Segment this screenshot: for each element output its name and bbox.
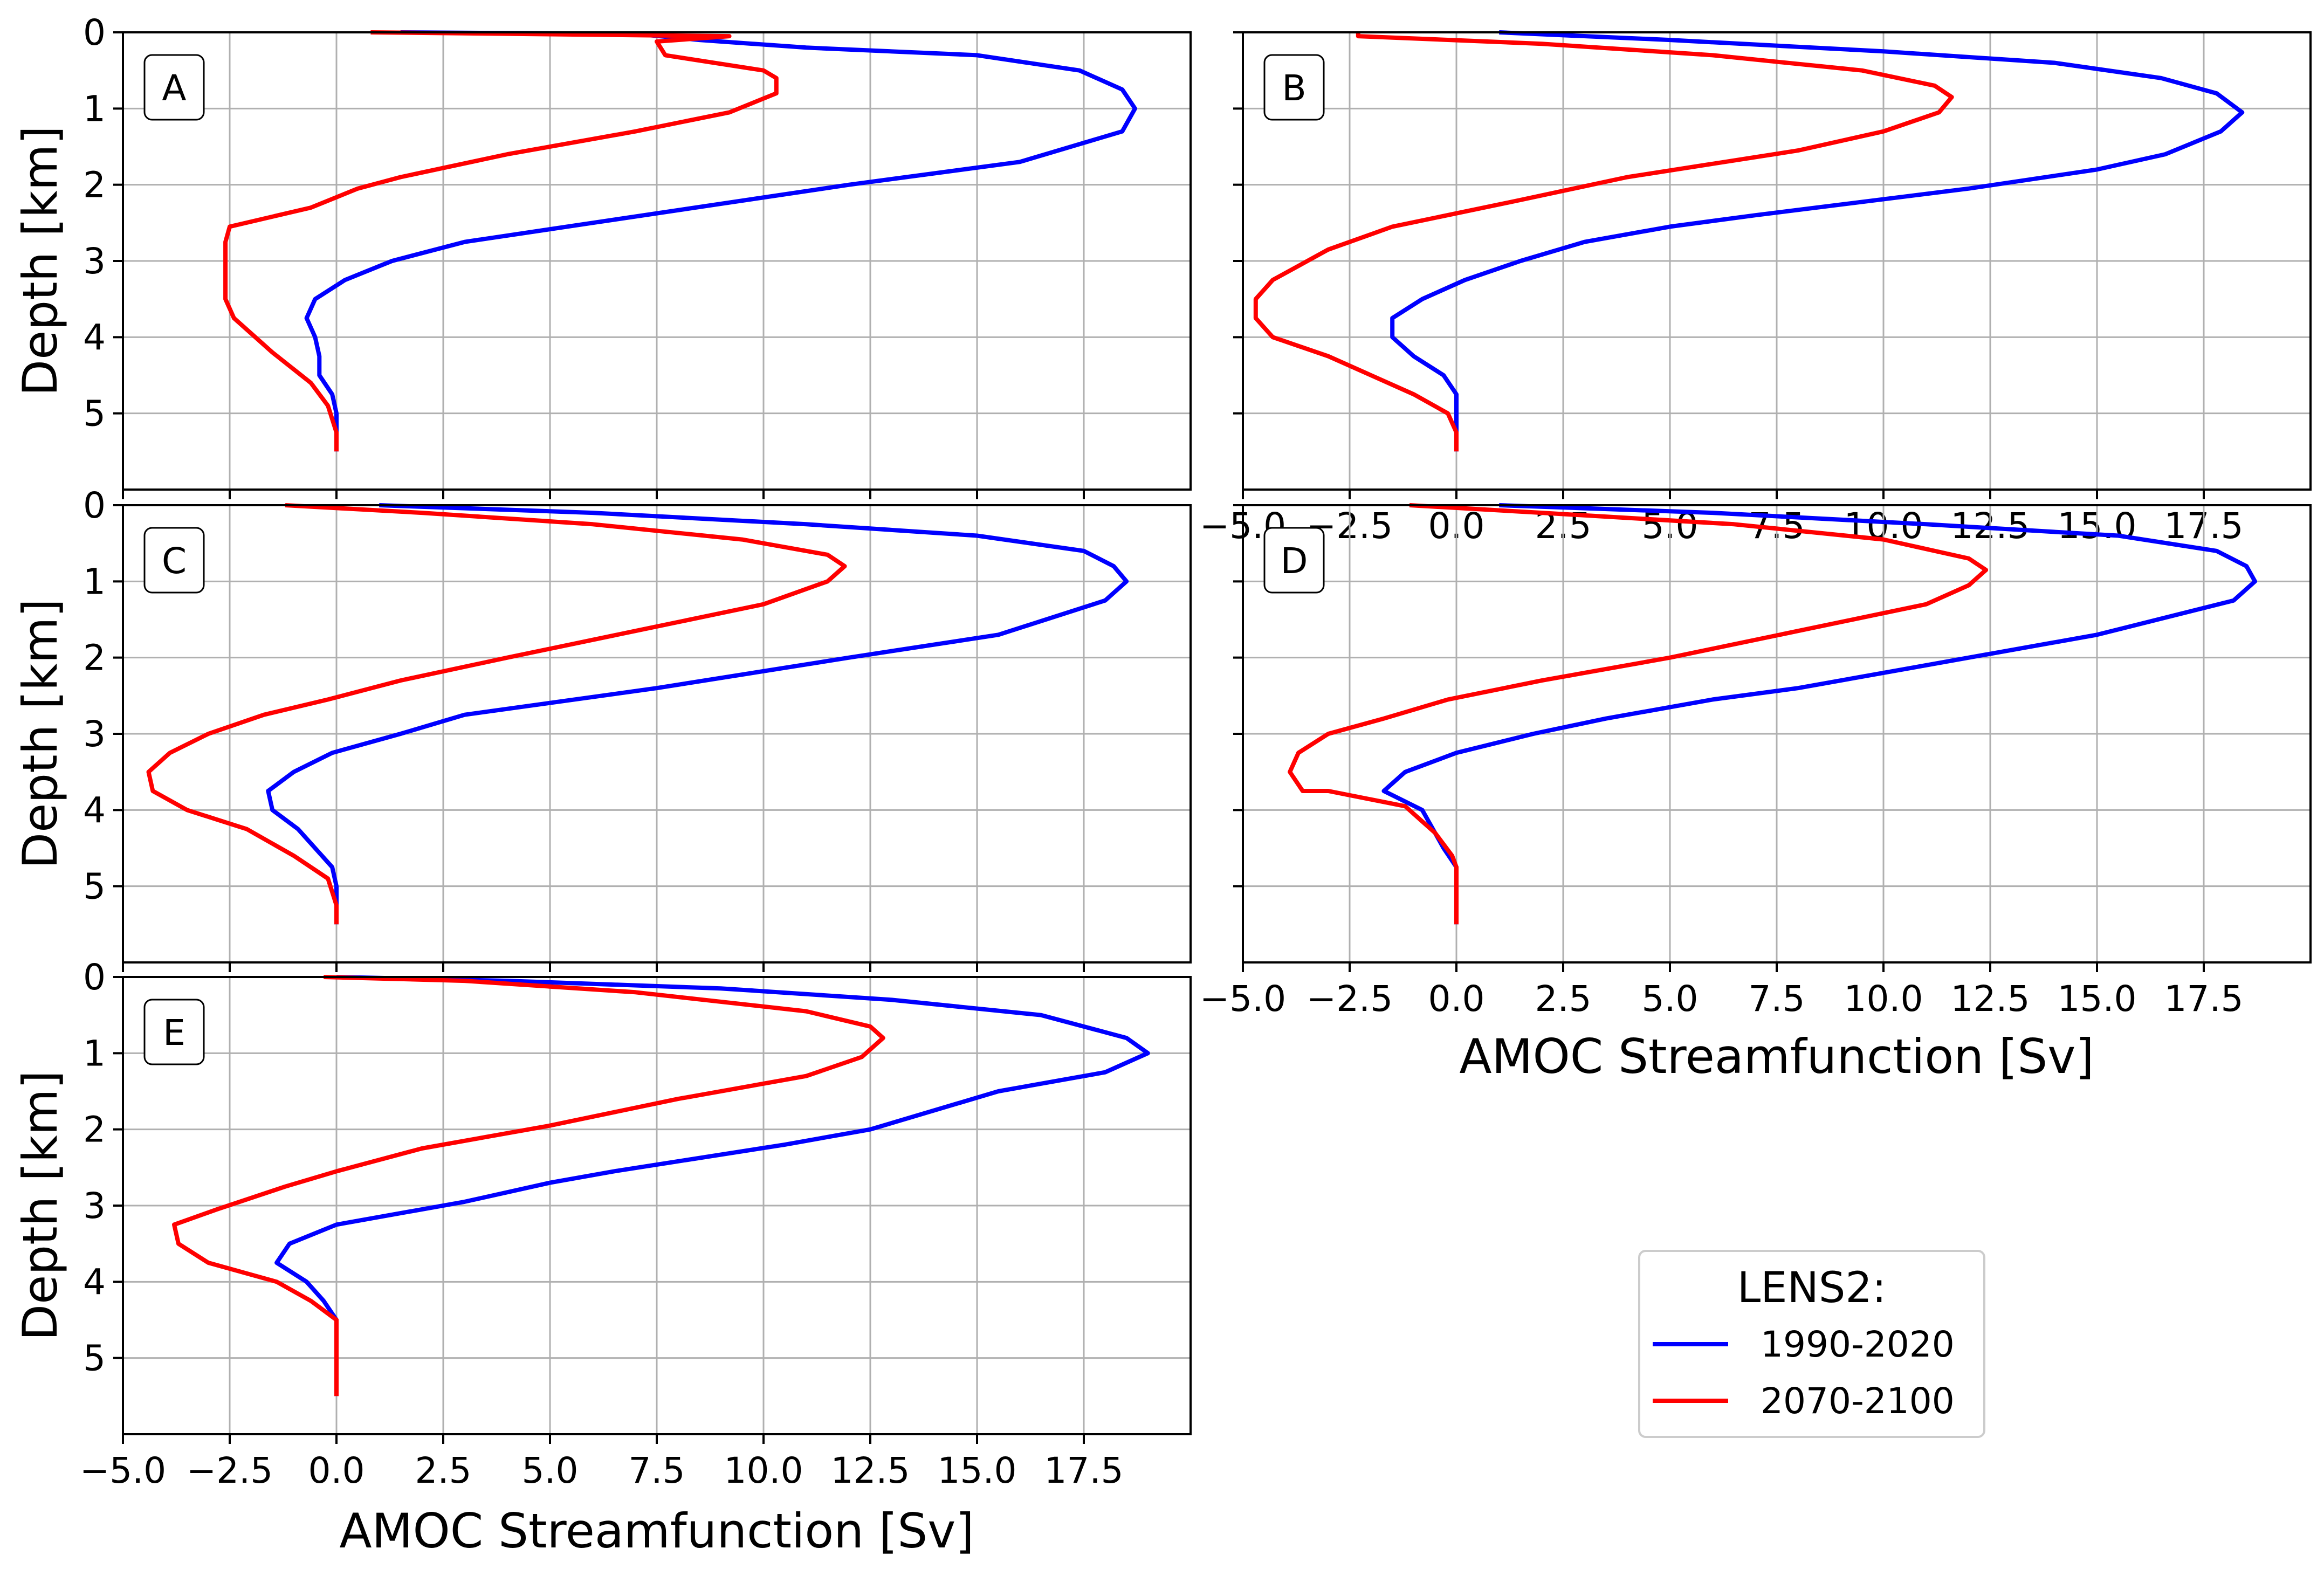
x-tick-label: 15.0 xyxy=(938,1450,1017,1491)
series-line-2070-2100 xyxy=(1288,503,1989,925)
panel-label: C xyxy=(162,540,187,582)
x-tick-label: 17.5 xyxy=(2164,978,2244,1020)
y-tick-label: 5 xyxy=(83,393,106,435)
x-tick-label: 5.0 xyxy=(1642,978,1699,1020)
y-tick-label: 1 xyxy=(83,1033,106,1074)
series-line-1990-2020 xyxy=(304,30,1137,452)
x-tick-label: −5.0 xyxy=(1200,978,1286,1020)
panel-label: D xyxy=(1281,540,1308,582)
y-tick-label: 5 xyxy=(83,1338,106,1379)
x-tick-label: 2.5 xyxy=(1535,978,1592,1020)
x-tick-label: 0.0 xyxy=(308,1450,365,1491)
y-tick-label: 5 xyxy=(83,866,106,907)
y-tick-label: 3 xyxy=(83,1185,106,1227)
series-line-1990-2020 xyxy=(1390,30,2245,452)
x-axis-label: AMOC Streamfunction [Sv] xyxy=(1459,1029,2094,1084)
panel-c: 0 1 2 3 4 5 Depth [km] C xyxy=(12,485,1192,972)
y-tick-label: 2 xyxy=(83,637,106,679)
series-line-1990-2020 xyxy=(266,503,1129,925)
panel-label-box xyxy=(143,54,205,121)
series-line-2070-2100 xyxy=(223,30,779,452)
x-tick-label: 15.0 xyxy=(2058,978,2137,1020)
panel-label-box xyxy=(143,527,205,594)
x-tick-label: 5.0 xyxy=(522,1450,579,1491)
y-tick-label: 4 xyxy=(83,1261,106,1303)
y-axis-label: Depth [km] xyxy=(12,598,68,869)
panel-d: −5.0 −2.5 0.0 2.5 5.0 7.5 10.0 12.5 15.0 17.5 D xyxy=(1200,503,2312,1020)
series-line-2070-2100 xyxy=(146,503,847,925)
x-tick-label: 7.5 xyxy=(1749,978,1805,1020)
x-tick-label: 17.5 xyxy=(1044,1450,1124,1491)
y-tick-label: 3 xyxy=(83,713,106,755)
x-tick-label: 12.5 xyxy=(1951,978,2030,1020)
y-tick-label: 2 xyxy=(83,1109,106,1151)
panel-label: E xyxy=(163,1012,185,1054)
panel-label: A xyxy=(162,67,186,109)
y-tick-label: 1 xyxy=(83,88,106,129)
panel-label: B xyxy=(1282,67,1306,109)
x-tick-label: 2.5 xyxy=(415,1450,472,1491)
legend: LENS2: 1990-2020 2070-2100 xyxy=(1638,1250,1985,1438)
y-tick-label: 4 xyxy=(83,316,106,358)
y-tick-label: 4 xyxy=(83,789,106,831)
panel-b: −5.0 −2.5 0.0 2.5 5.0 7.5 10.0 12.5 15.0 17.5 AMOC… xyxy=(1200,30,2312,1084)
x-tick-label: −5.0 xyxy=(80,1450,166,1491)
series-line-1990-2020 xyxy=(274,975,1150,1396)
y-tick-label: 0 xyxy=(83,485,106,526)
x-tick-label: 10.0 xyxy=(1844,978,1923,1020)
y-tick-label: 1 xyxy=(83,561,106,602)
panel-label-box xyxy=(1263,54,1325,121)
y-tick-label: 0 xyxy=(83,956,106,998)
x-tick-label: 0.0 xyxy=(1428,978,1485,1020)
y-axis-label: Depth [km] xyxy=(12,126,68,396)
x-tick-label: 12.5 xyxy=(831,1450,910,1491)
series-line-2070-2100 xyxy=(172,975,885,1396)
series-line-2070-2100 xyxy=(1253,32,1954,452)
x-tick-label: −2.5 xyxy=(1307,978,1393,1020)
y-axis-label: Depth [km] xyxy=(12,1070,68,1340)
x-axis-label: AMOC Streamfunction [Sv] xyxy=(339,1503,974,1559)
x-tick-label: −2.5 xyxy=(187,1450,273,1491)
x-tick-label: 7.5 xyxy=(629,1450,685,1491)
legend-frame xyxy=(1638,1250,1985,1438)
y-tick-label: 2 xyxy=(83,164,106,206)
y-tick-label: 3 xyxy=(83,240,106,282)
legend-label-1990-2020: 1990-2020 xyxy=(1761,1324,1955,1365)
panel-label-box xyxy=(143,999,205,1065)
legend-title: LENS2: xyxy=(1737,1264,1887,1312)
panel-e: −5.0 −2.5 0.0 2.5 5.0 7.5 10.0 12.5 15.0 17.5 0 1 2 3… xyxy=(12,956,1192,1559)
y-tick-label: 0 xyxy=(83,12,106,53)
panel-label-box xyxy=(1263,527,1325,594)
panel-a: 0 1 2 3 4 5 Depth [km] A xyxy=(12,12,1192,499)
x-tick-label: 10.0 xyxy=(724,1450,803,1491)
series-line-1990-2020 xyxy=(1381,503,2257,925)
legend-label-2070-2100: 2070-2100 xyxy=(1761,1380,1955,1422)
